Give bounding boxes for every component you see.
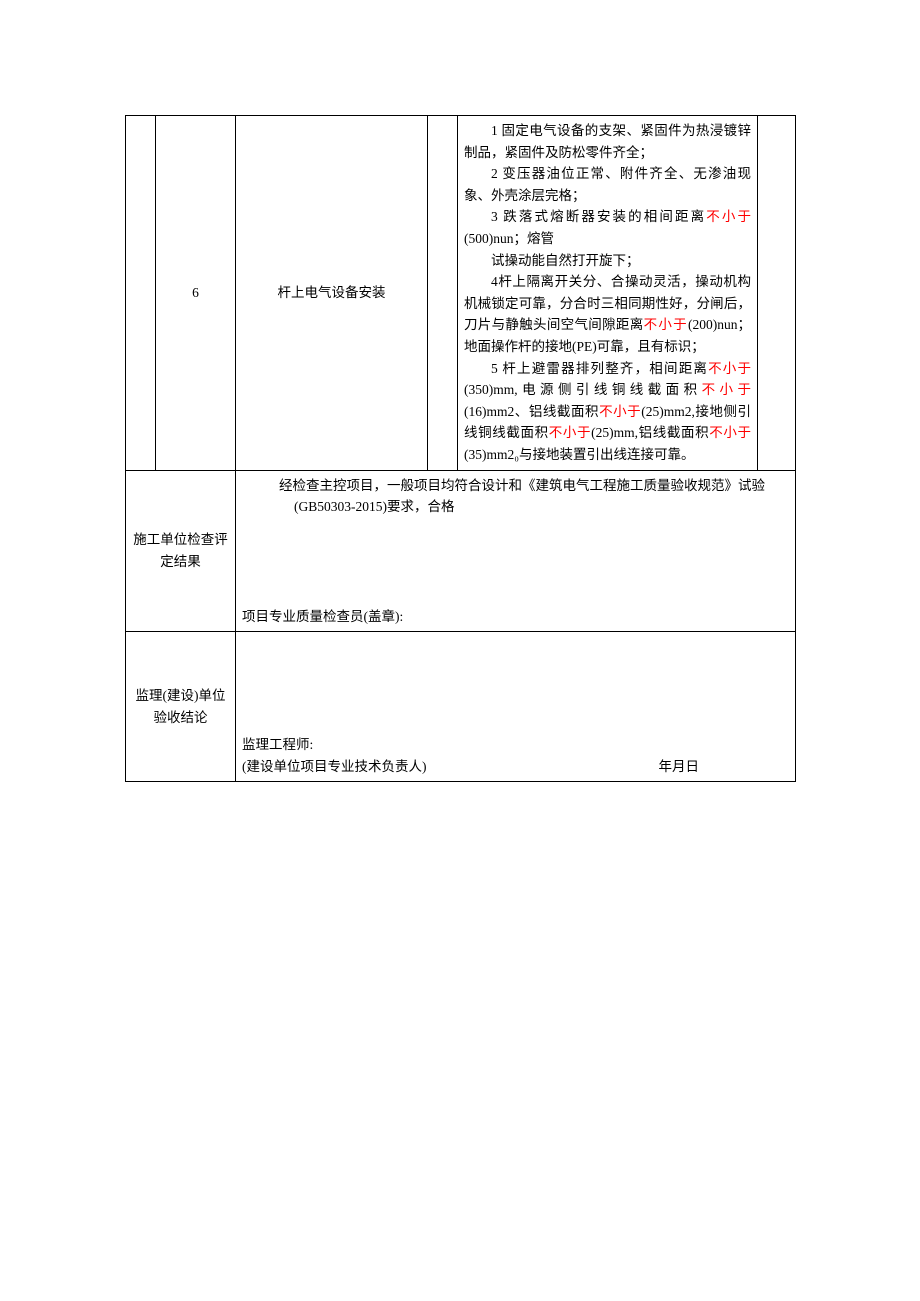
cell-r2-right-bot xyxy=(428,522,796,632)
desc-p2: 2 变压器油位正常、附件齐全、无渗油现象、外壳涂层完格； xyxy=(464,163,751,206)
table-row: 监理(建设)单位验收结论 监理工程师: (建设单位项目专业技术负责人) 年月日 xyxy=(126,632,796,782)
cell-narrow xyxy=(428,116,458,471)
r3-date: 年月日 xyxy=(659,756,790,778)
r2-line2a: (GB50303-2015)要求， xyxy=(242,496,428,518)
cell-blank-right xyxy=(758,116,796,471)
cell-title: 杆上电气设备安装 xyxy=(236,116,428,471)
table-row: 施工单位检查评定结果 经检查主控项目，一般项 (GB50303-2015)要求，… xyxy=(126,470,796,522)
inspection-table: 6 杆上电气设备安装 1 固定电气设备的支架、紧固件为热浸镀锌制品，紧固件及防松… xyxy=(125,115,796,782)
cell-blank-left xyxy=(126,116,156,471)
desc-p4: 4杆上隔离开关分、合操动灵活，操动机构机械锁定可靠，分合时三相同期性好，分闸后，… xyxy=(464,271,751,357)
table-row: 6 杆上电气设备安装 1 固定电气设备的支架、紧固件为热浸镀锌制品，紧固件及防松… xyxy=(126,116,796,471)
r3-sign1: 监理工程师: xyxy=(242,734,789,756)
r2-line2b: 合格 xyxy=(428,496,790,518)
cell-supervision-label: 监理(建设)单位验收结论 xyxy=(126,632,236,782)
r3-sign2: (建设单位项目专业技术负责人) xyxy=(242,756,427,778)
r2-sign: 项目专业质量检查员(盖章): xyxy=(242,609,403,624)
desc-p5: 5 杆上避雷器排列整齐，相间距离不小于(350)mm,电源侧引线铜线截面积不小于… xyxy=(464,358,751,466)
r2-line1a: 经检查主控项目，一般项 xyxy=(242,475,428,497)
r2-line1b: 目均符合设计和《建筑电气工程施工质量验收规范》试验 xyxy=(428,475,790,497)
desc-p3: 3 跌落式熔断器安装的相间距离不小于(500)nun；熔管 xyxy=(464,206,751,249)
cell-num: 6 xyxy=(156,116,236,471)
cell-description: 1 固定电气设备的支架、紧固件为热浸镀锌制品，紧固件及防松零件齐全； 2 变压器… xyxy=(458,116,758,471)
cell-r2-right-top: 目均符合设计和《建筑电气工程施工质量验收规范》试验 合格 xyxy=(428,470,796,522)
cell-supervision-body: 监理工程师: (建设单位项目专业技术负责人) 年月日 xyxy=(236,632,796,782)
cell-r2-c3-bot: 项目专业质量检查员(盖章): xyxy=(236,522,428,632)
desc-p1: 1 固定电气设备的支架、紧固件为热浸镀锌制品，紧固件及防松零件齐全； xyxy=(464,120,751,163)
desc-p3c: 试操动能自然打开旋下； xyxy=(464,250,751,272)
cell-construction-label: 施工单位检查评定结果 xyxy=(126,470,236,632)
cell-r2-c3-top: 经检查主控项目，一般项 (GB50303-2015)要求， xyxy=(236,470,428,522)
